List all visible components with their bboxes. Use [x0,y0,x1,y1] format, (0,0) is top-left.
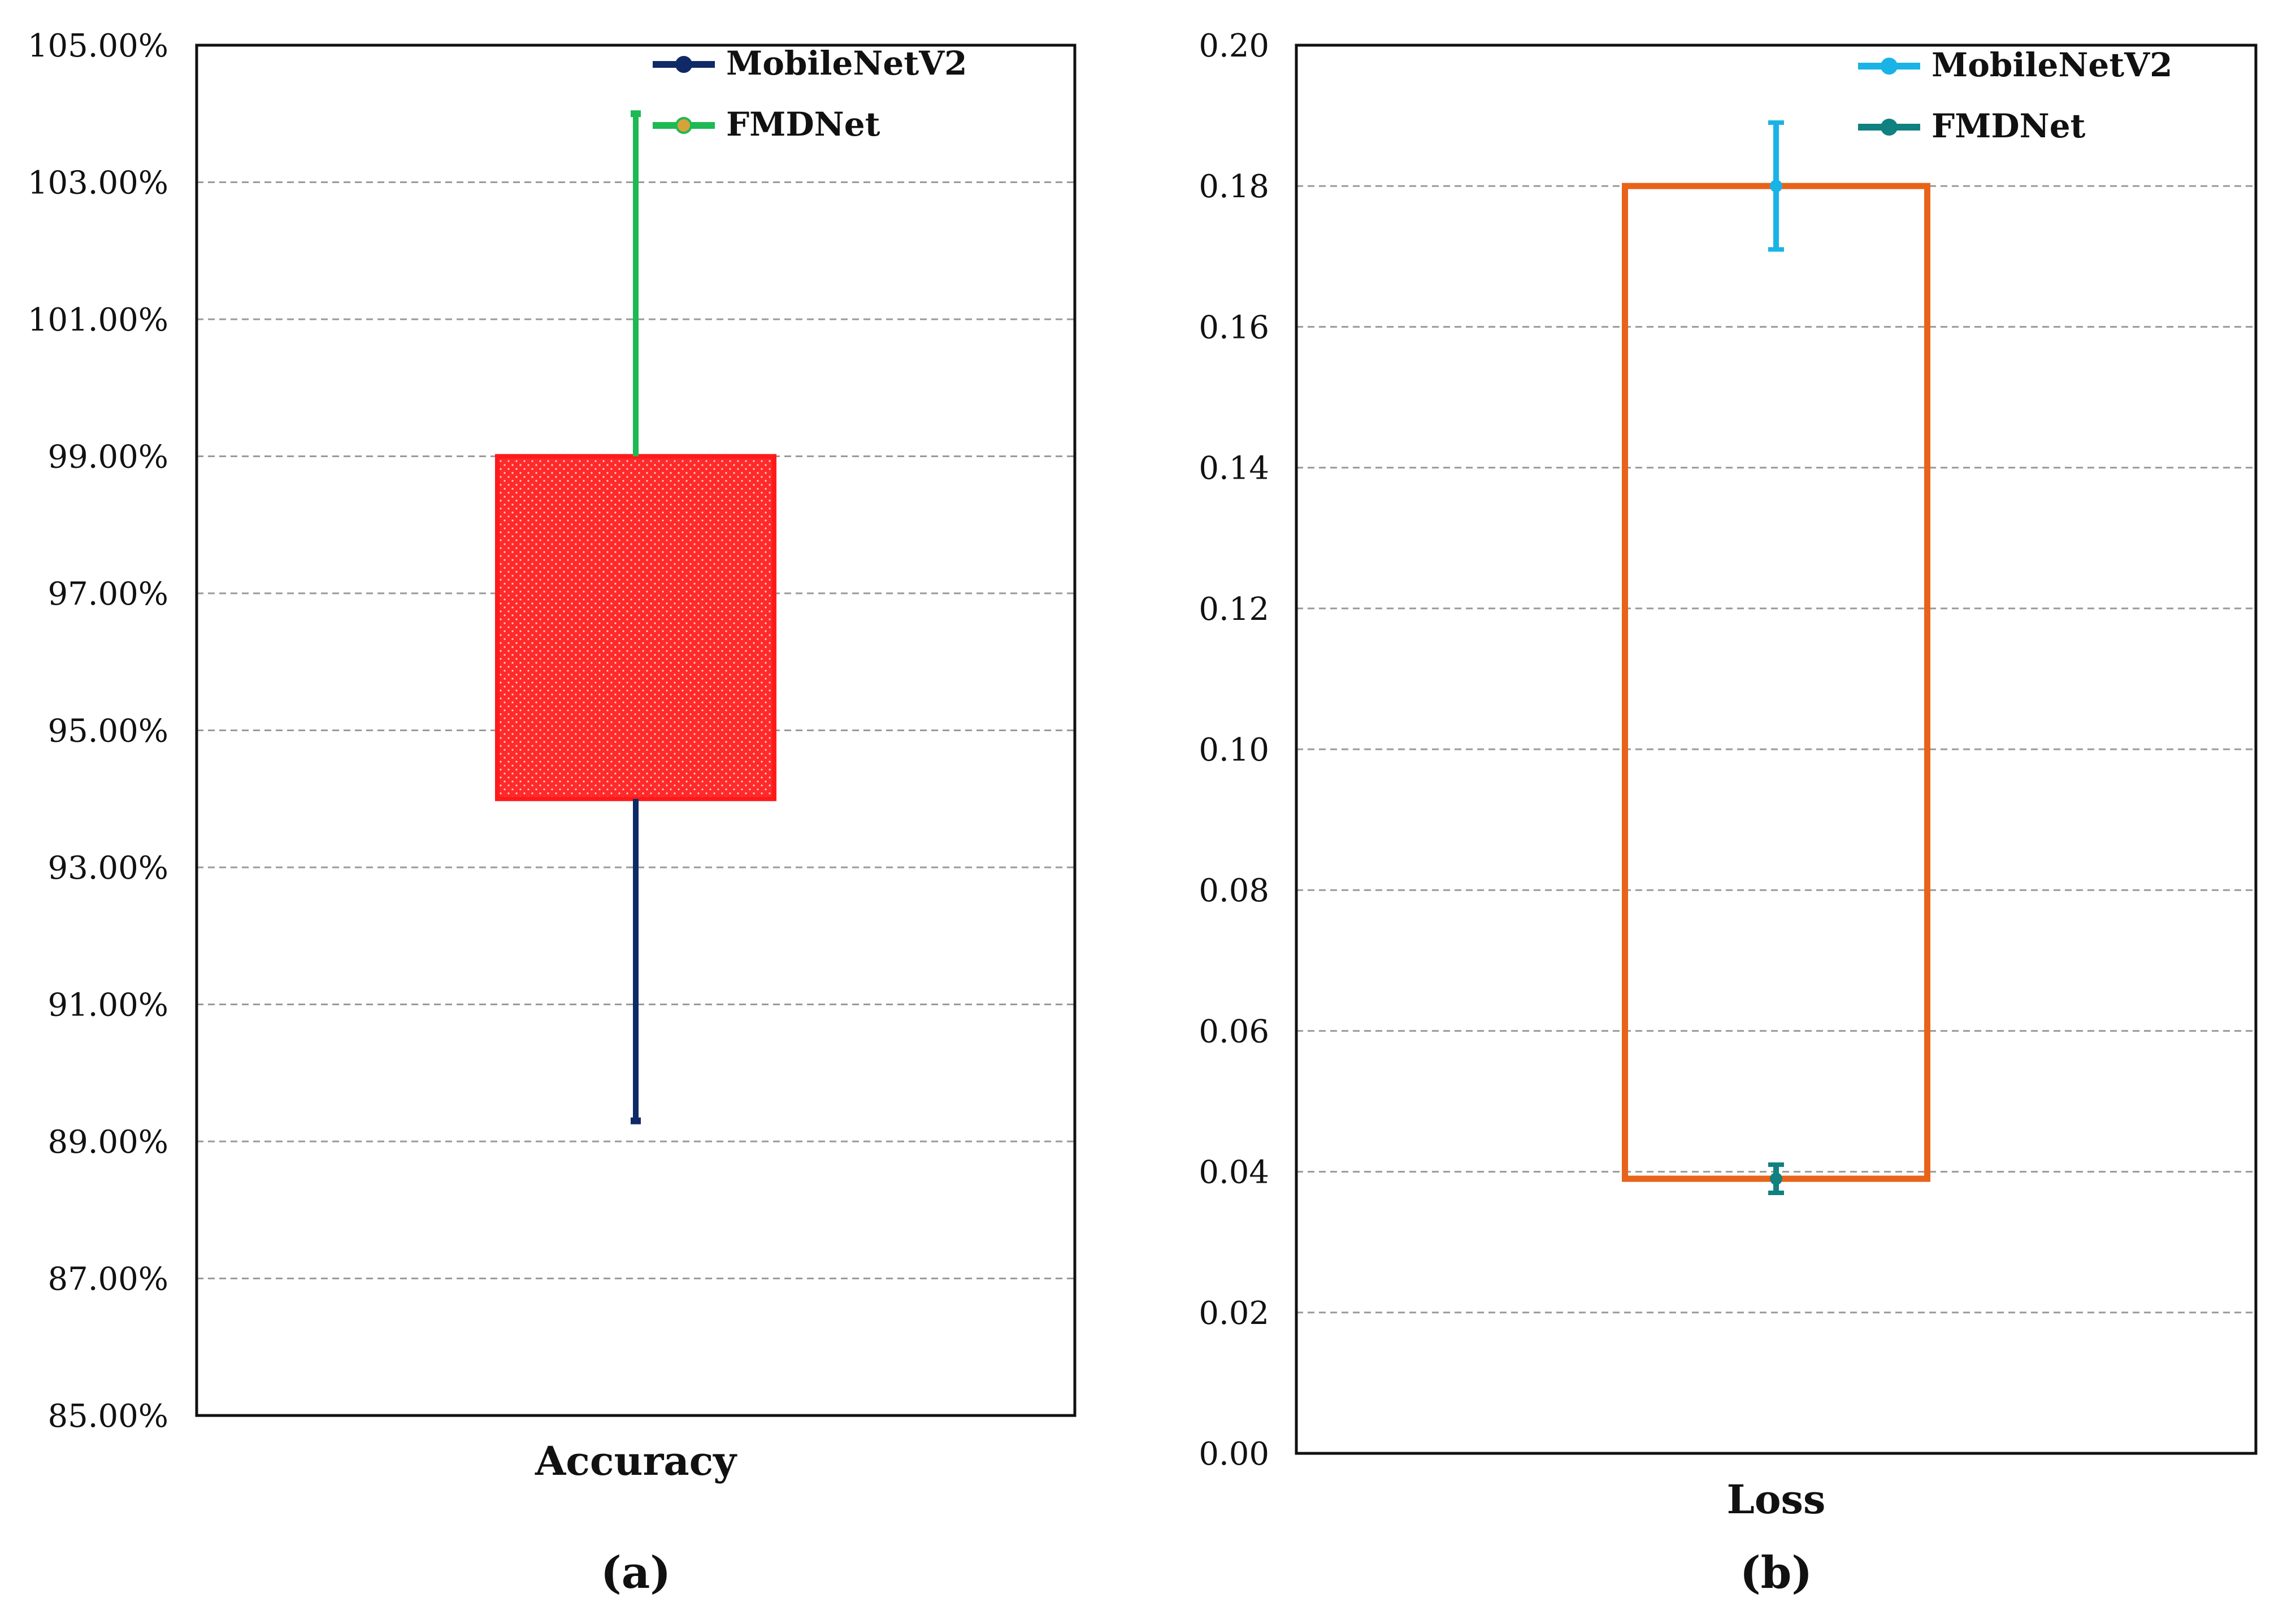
y-tick-label: 99.00% [47,439,168,476]
y-tick-label: 0.06 [1199,1013,1269,1050]
legend-label: MobileNetV2 [1932,46,2172,84]
data-point [1770,1173,1782,1186]
data-point [1770,180,1782,193]
y-tick-label: 0.20 [1199,28,1269,64]
legend-marker [1881,119,1898,136]
y-tick-label: 0.12 [1199,591,1269,628]
legend-label: FMDNet [1932,107,2086,145]
x-category-label: Loss [1727,1476,1826,1523]
box [1622,183,1930,1182]
y-tick-label: 95.00% [47,713,168,750]
y-tick-label: 0.08 [1199,872,1269,909]
y-tick-label: 0.10 [1199,732,1269,768]
y-tick-label: 97.00% [47,576,168,613]
y-tick-label: 0.16 [1199,309,1269,346]
legend-label: MobileNetV2 [726,44,967,82]
legend-marker [1881,58,1898,75]
panel-caption: (a) [601,1547,671,1599]
x-category-label: Accuracy [535,1438,737,1484]
y-tick-label: 87.00% [47,1261,168,1298]
plot-frame [195,44,1077,1417]
y-tick-label: 0.02 [1199,1295,1269,1332]
y-tick-label: 101.00% [28,302,168,338]
plot-frame [1295,44,2258,1455]
legend-marker [675,56,692,73]
y-tick-label: 103.00% [28,165,168,202]
y-tick-label: 0.18 [1199,168,1269,205]
y-tick-label: 0.04 [1199,1154,1269,1191]
legend-label: FMDNet [726,105,880,144]
y-tick-label: 93.00% [47,850,168,887]
y-tick-label: 0.00 [1199,1436,1269,1473]
y-tick-label: 0.14 [1199,450,1269,487]
panel-caption: (b) [1740,1547,1812,1599]
y-tick-label: 105.00% [28,28,168,64]
legend-marker [675,117,692,134]
loss-chart: 0.00 0.02 0.04 0.06 0.08 0.10 0.12 0.14 0.16 0.18… [1199,28,2258,1599]
accuracy-chart: 85.00% 87.00% 89.00% 91.00% 93.00% 95.00% 97.0… [28,28,1077,1599]
y-tick-label: 85.00% [47,1398,168,1435]
y-tick-label: 89.00% [47,1124,168,1161]
box-texture [500,458,772,797]
y-tick-label: 91.00% [47,987,168,1024]
